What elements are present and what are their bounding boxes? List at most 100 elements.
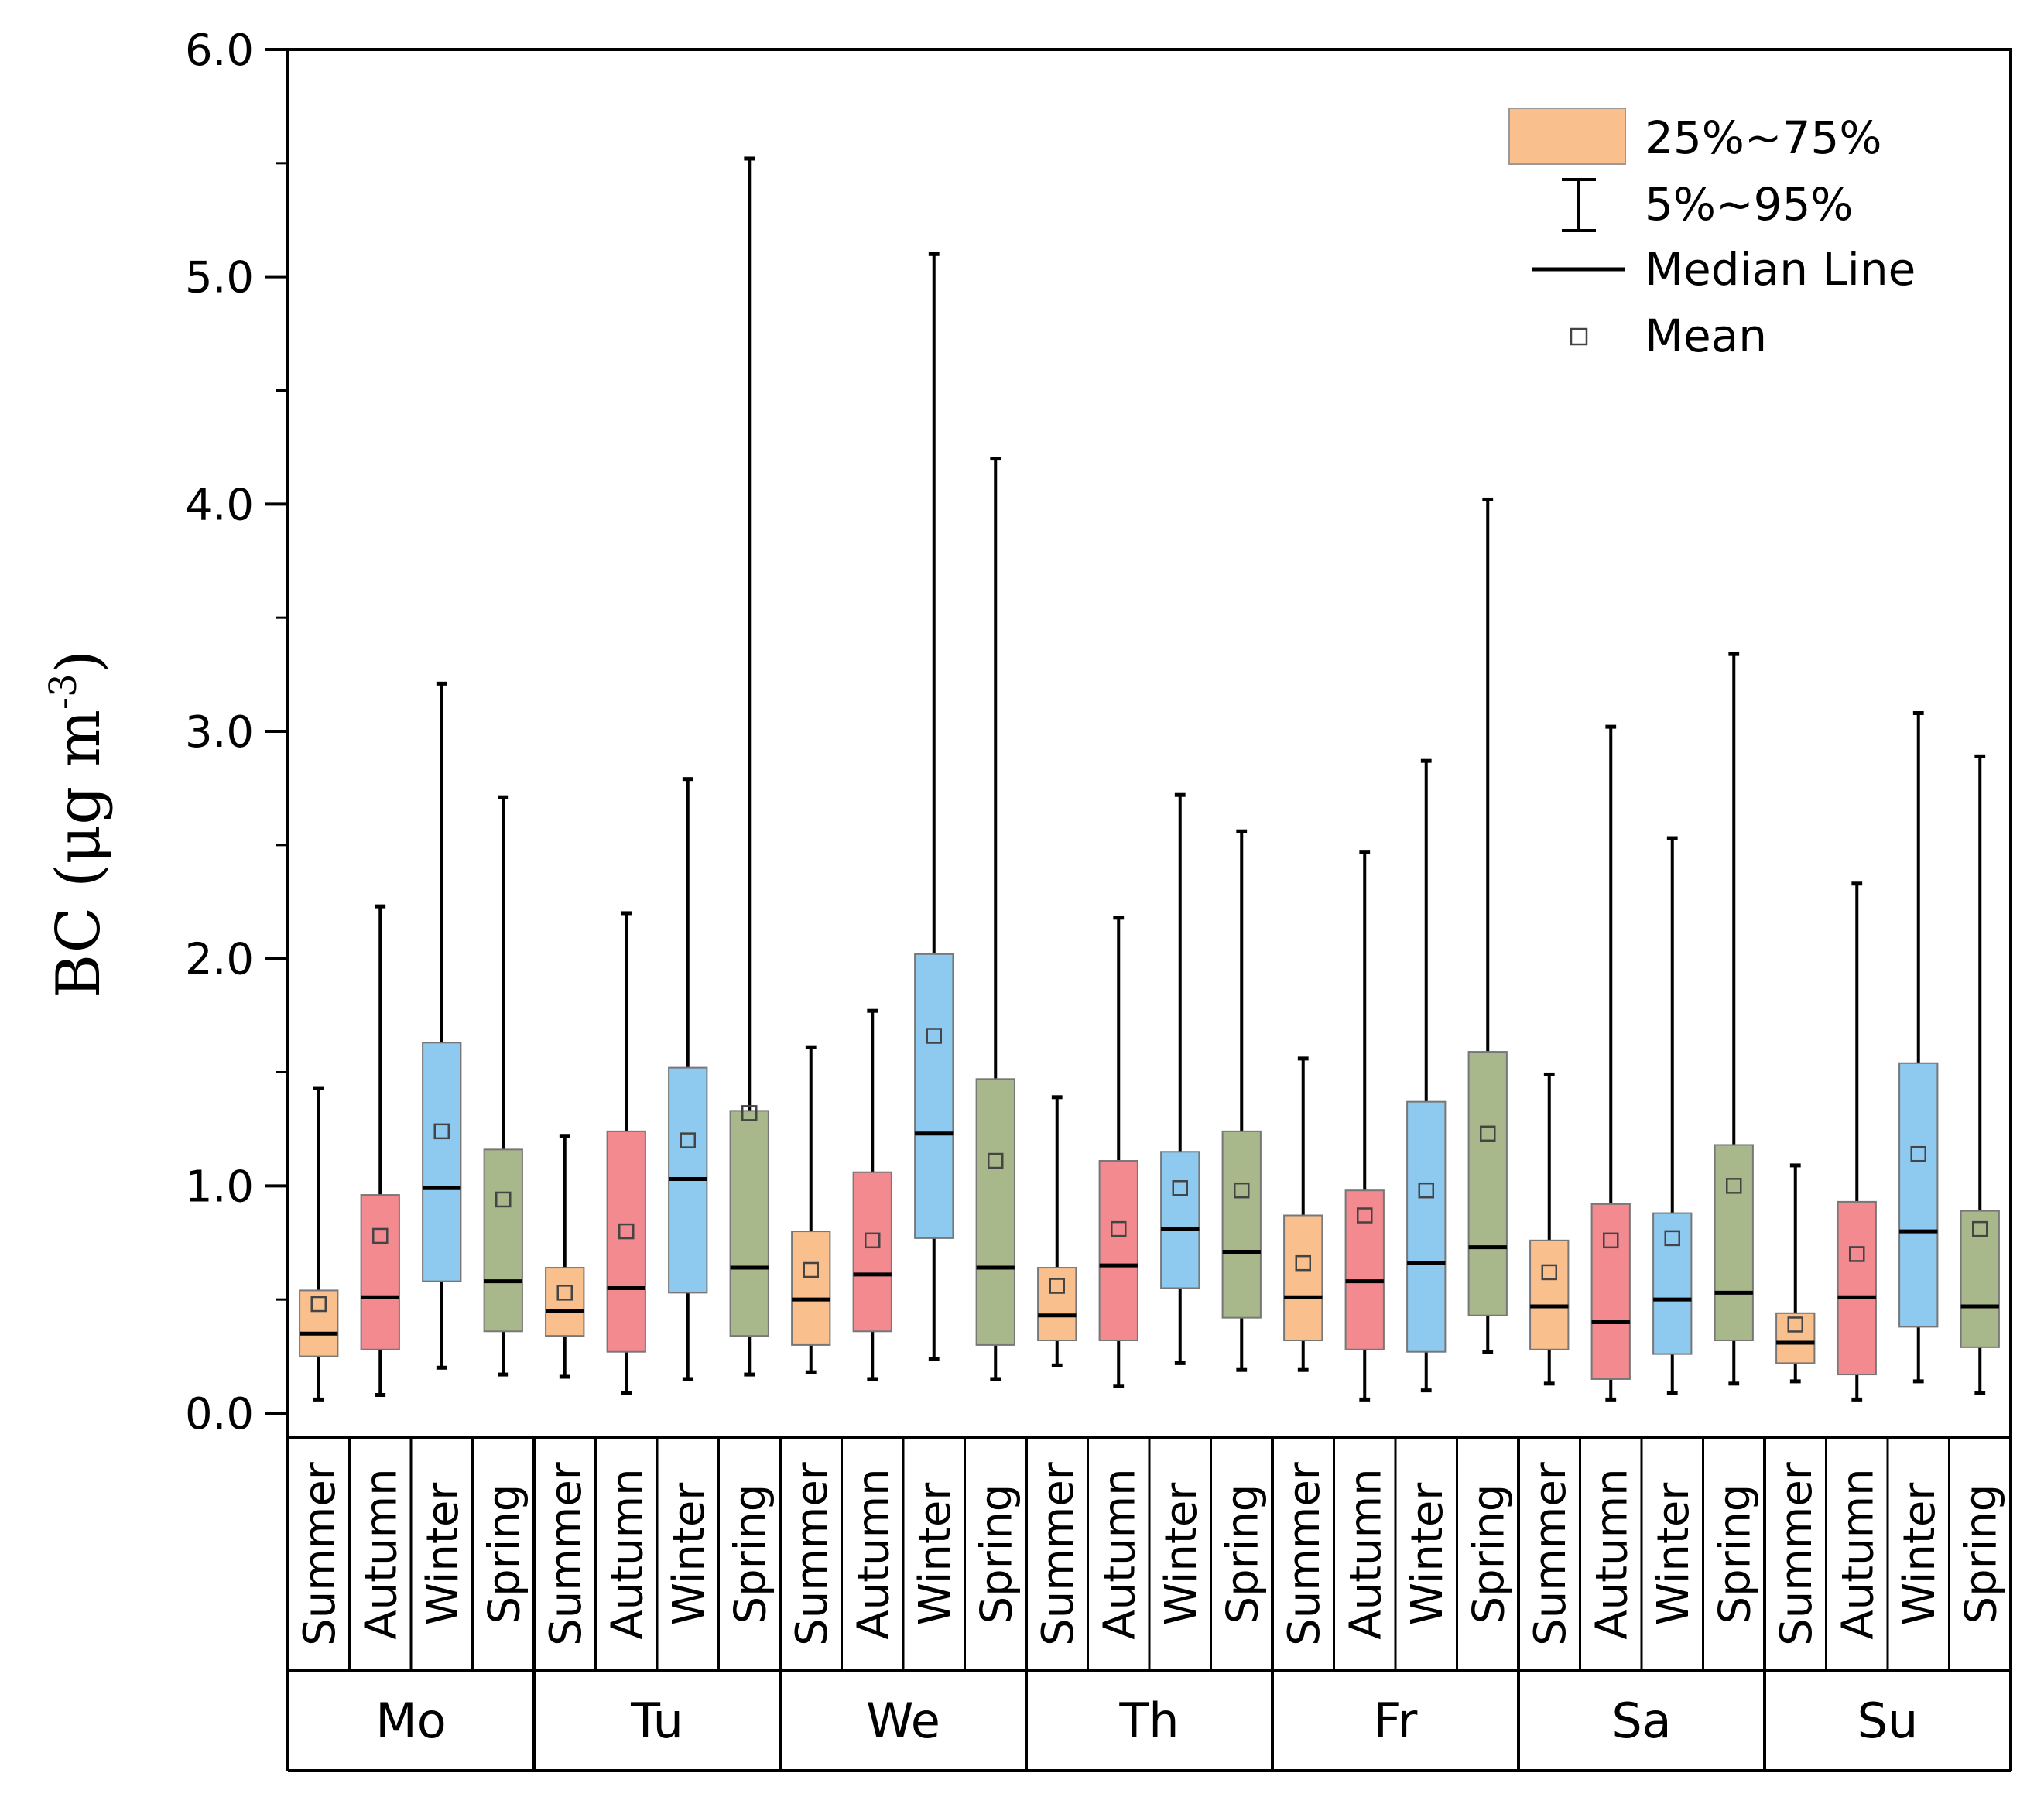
legend-box-label: 25%~75% (1645, 111, 1881, 164)
box-th-autumn (1098, 916, 1138, 1388)
mean-marker (1234, 1182, 1250, 1199)
season-label: Summer (541, 1461, 591, 1646)
season-label: Autumn (848, 1468, 899, 1639)
iqr-box (299, 1289, 339, 1357)
season-label: Winter (1895, 1482, 1945, 1626)
box-fr-summer (1283, 1056, 1323, 1372)
mean-marker (1049, 1278, 1065, 1294)
season-label: Summer (1525, 1461, 1576, 1646)
season-label: Winter (418, 1482, 468, 1626)
mean-marker (618, 1223, 635, 1240)
iqr-box (1714, 1144, 1754, 1342)
box-fr-spring (1467, 497, 1508, 1354)
box-su-summer (1775, 1163, 1816, 1384)
season-label: Summer (1033, 1461, 1084, 1646)
season-label: Spring (725, 1484, 775, 1624)
iqr-box (1098, 1160, 1138, 1342)
season-label: Winter (664, 1482, 714, 1626)
mean-marker (1603, 1232, 1619, 1249)
season-label: Autumn (1094, 1468, 1145, 1639)
y-tick-label: 5.0 (185, 253, 254, 303)
day-label: Fr (1374, 1693, 1418, 1749)
box-tu-spring (729, 156, 769, 1377)
box-th-winter (1160, 792, 1200, 1365)
legend-mean-label: Mean (1645, 310, 1767, 362)
iqr-box (606, 1130, 646, 1353)
iqr-box (1960, 1210, 2000, 1348)
y-tick-label: 3.0 (185, 707, 254, 758)
box-fr-autumn (1344, 850, 1385, 1402)
mean-marker (1787, 1316, 1803, 1333)
box-sa-autumn (1590, 724, 1631, 1402)
box-we-autumn (852, 1008, 892, 1381)
season-label: Summer (1279, 1461, 1330, 1646)
box-su-spring (1960, 754, 2000, 1395)
season-label: Winter (1649, 1482, 1699, 1626)
box-th-spring (1221, 829, 1262, 1372)
day-label: We (866, 1693, 940, 1749)
box-sa-winter (1652, 836, 1693, 1395)
season-label: Spring (479, 1484, 529, 1624)
mean-marker (680, 1132, 696, 1148)
y-tick-label: 0.0 (185, 1389, 254, 1439)
season-label: Autumn (1587, 1468, 1637, 1639)
season-label: Autumn (1340, 1468, 1391, 1639)
box-we-summer (791, 1045, 831, 1374)
mean-marker (433, 1123, 450, 1140)
box-fr-winter (1406, 758, 1447, 1393)
box-we-spring (975, 457, 1015, 1381)
mean-marker (803, 1261, 819, 1278)
day-label: Tu (630, 1693, 683, 1749)
iqr-box (1467, 1051, 1508, 1316)
season-label: Summer (1772, 1461, 1822, 1646)
season-label: Autumn (1833, 1468, 1883, 1639)
mean-marker (1357, 1207, 1373, 1224)
mean-marker (1910, 1145, 1926, 1162)
iqr-box (1406, 1100, 1447, 1353)
season-label: Spring (1710, 1484, 1760, 1624)
iqr-box (791, 1231, 831, 1346)
season-label: Spring (1464, 1484, 1514, 1624)
mean-marker (1664, 1230, 1680, 1247)
box-mo-spring (483, 795, 523, 1377)
mean-marker (1418, 1182, 1434, 1199)
box-tu-summer (545, 1134, 585, 1379)
iqr-box (360, 1194, 400, 1350)
mean-marker (741, 1105, 758, 1121)
iqr-box (729, 1110, 769, 1337)
mean-marker (310, 1296, 327, 1313)
season-label: Spring (971, 1484, 1022, 1624)
season-label: Winter (1156, 1482, 1207, 1626)
iqr-box (1283, 1214, 1323, 1342)
mean-marker (1726, 1178, 1742, 1194)
iqr-box (1160, 1151, 1200, 1289)
box-mo-autumn (360, 904, 400, 1398)
mean-marker (1172, 1180, 1188, 1196)
season-label: Winter (910, 1482, 960, 1626)
mean-marker (1111, 1220, 1127, 1237)
season-label: Autumn (602, 1468, 652, 1639)
box-mo-winter (422, 681, 462, 1370)
mean-marker (1972, 1220, 1988, 1237)
legend-box-swatch (1508, 108, 1626, 165)
day-label: Su (1857, 1693, 1919, 1749)
mean-marker (865, 1232, 881, 1249)
box-tu-winter (668, 777, 708, 1381)
iqr-box (422, 1042, 462, 1282)
legend-median-label: Median Line (1645, 243, 1916, 296)
iqr-box (483, 1148, 523, 1333)
iqr-box (1898, 1062, 1939, 1328)
box-we-winter (914, 252, 954, 1361)
iqr-box (1221, 1130, 1262, 1319)
iqr-box (1529, 1239, 1570, 1350)
season-label: Spring (1956, 1484, 2006, 1624)
mean-marker (556, 1285, 573, 1301)
y-tick-label: 6.0 (185, 26, 254, 76)
day-label: Th (1118, 1693, 1179, 1749)
iqr-box (1590, 1203, 1631, 1380)
box-su-autumn (1837, 881, 1877, 1402)
day-label: Mo (375, 1693, 446, 1749)
mean-marker (926, 1028, 942, 1044)
iqr-box (1775, 1312, 1816, 1364)
